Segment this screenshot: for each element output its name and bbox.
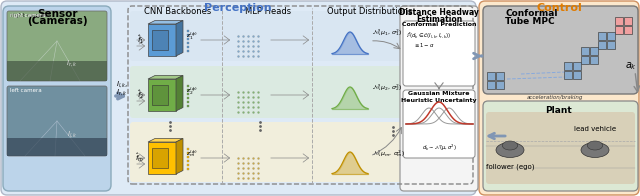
Text: $\mathcal{N}(\mu_m,\,\sigma_m^2)$: $\mathcal{N}(\mu_m,\,\sigma_m^2)$ [372,149,405,159]
Text: left camera: left camera [10,88,42,93]
Text: Sensor: Sensor [36,9,77,19]
Bar [615,26,623,34]
Text: lead vehicle: lead vehicle [574,126,616,132]
FancyBboxPatch shape [483,101,638,191]
Bar [148,142,176,174]
FancyBboxPatch shape [1,1,476,195]
FancyBboxPatch shape [7,138,107,156]
Text: $z_1^{(\phi)}$: $z_1^{(\phi)}$ [186,30,198,42]
Text: right camera: right camera [10,13,51,18]
Ellipse shape [496,142,524,158]
Text: Tube MPC: Tube MPC [505,17,555,26]
Bar [496,81,504,89]
Bar [581,56,589,64]
Bar [152,85,168,105]
Text: Conformal: Conformal [505,9,557,18]
FancyBboxPatch shape [7,61,107,81]
Text: MLP Heads: MLP Heads [245,7,291,16]
Text: $\hat{f}_m$: $\hat{f}_m$ [135,152,144,164]
Text: Perception: Perception [204,3,272,13]
Text: $\mathcal{N}(\mu_1,\,\sigma_1^2)$: $\mathcal{N}(\mu_1,\,\sigma_1^2)$ [372,28,403,38]
Text: $\mathcal{N}(\mu_2,\,\sigma_2^2)$: $\mathcal{N}(\mu_2,\,\sigma_2^2)$ [372,83,403,93]
Bar [487,72,495,80]
FancyBboxPatch shape [486,112,635,184]
Text: $\hat{\mathbb{P}}\left(d_k\in\mathcal{C}(I_{l,k},I_{r,k})\right)$: $\hat{\mathbb{P}}\left(d_k\in\mathcal{C}… [406,31,451,41]
Text: $\hat{f}_2$: $\hat{f}_2$ [137,89,144,101]
Bar [624,17,632,25]
Bar [487,81,495,89]
Bar [624,26,632,34]
Text: $I_{r,k}$: $I_{r,k}$ [66,58,78,68]
Bar [148,24,176,56]
Bar [607,32,615,40]
FancyBboxPatch shape [130,66,470,118]
FancyBboxPatch shape [7,86,107,156]
Text: (Cameras): (Cameras) [27,16,87,26]
Bar [496,72,504,80]
Bar [564,71,572,79]
Text: Control: Control [536,3,582,13]
Text: Gaussian Mixture: Gaussian Mixture [408,91,470,96]
FancyBboxPatch shape [7,11,107,81]
Bar [581,47,589,55]
FancyBboxPatch shape [479,1,639,195]
Text: acceleration/braking: acceleration/braking [527,95,583,100]
Text: Conformal Prediction: Conformal Prediction [402,22,476,27]
Ellipse shape [588,141,603,150]
Bar [152,148,168,168]
Text: CNN Backbones: CNN Backbones [145,7,212,16]
FancyBboxPatch shape [403,21,475,86]
FancyBboxPatch shape [400,6,478,191]
Bar [564,62,572,70]
Bar [590,56,598,64]
Polygon shape [148,21,183,24]
Text: $a_k$: $a_k$ [625,60,637,72]
Bar [615,17,623,25]
Text: Output Distributions: Output Distributions [327,7,413,16]
Text: $\hat{f}_1$: $\hat{f}_1$ [137,34,144,46]
Text: Plant: Plant [546,106,572,115]
Polygon shape [176,139,183,174]
Text: $I_{l,k},$: $I_{l,k},$ [116,79,129,89]
Text: $d_k\sim\mathcal{N}(\mu,\sigma^2)$: $d_k\sim\mathcal{N}(\mu,\sigma^2)$ [422,143,456,153]
Bar [148,79,176,111]
FancyBboxPatch shape [483,6,638,94]
Text: Distance Headway: Distance Headway [399,8,479,17]
Bar [152,30,168,50]
Bar [607,41,615,49]
FancyBboxPatch shape [403,90,475,158]
Ellipse shape [581,142,609,158]
FancyBboxPatch shape [130,122,470,182]
Text: $\geq 1-\alpha$: $\geq 1-\alpha$ [413,41,435,49]
Text: $I_{l,k}$: $I_{l,k}$ [67,129,77,139]
Polygon shape [148,75,183,79]
Polygon shape [176,75,183,111]
Bar [598,41,606,49]
Text: Heuristic Uncertainty: Heuristic Uncertainty [401,98,477,103]
Bar [590,47,598,55]
Ellipse shape [502,141,518,150]
Text: right camera: right camera [10,13,45,18]
Text: $z_2^{(\phi)}$: $z_2^{(\phi)}$ [186,85,198,97]
FancyBboxPatch shape [3,6,111,191]
Text: $I_{r,k}$: $I_{r,k}$ [116,87,127,97]
Bar [598,32,606,40]
Text: follower (ego): follower (ego) [486,164,534,171]
Polygon shape [176,21,183,56]
Text: $z_m^{(\phi)}$: $z_m^{(\phi)}$ [186,149,198,159]
FancyBboxPatch shape [130,11,470,61]
Bar [573,62,581,70]
Text: Estimation: Estimation [416,15,462,24]
Polygon shape [148,139,183,142]
Bar [573,71,581,79]
